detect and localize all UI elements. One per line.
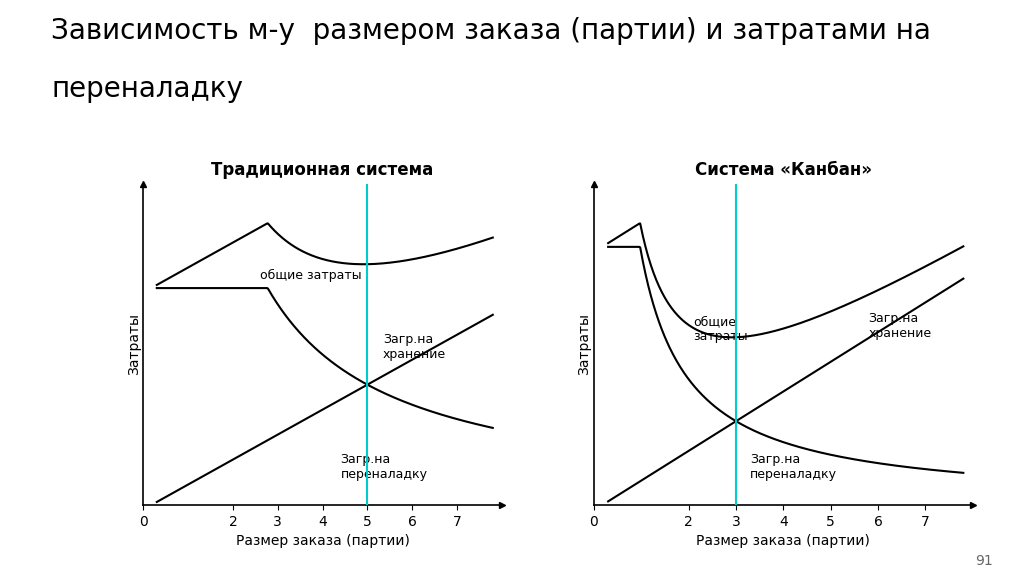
Text: Зависимость м-у  размером заказа (партии) и затратами на: Зависимость м-у размером заказа (партии)… [51,17,931,45]
Y-axis label: Затраты: Затраты [578,313,591,375]
X-axis label: Размер заказа (партии): Размер заказа (партии) [236,534,410,548]
Text: Загр.на
хранение: Загр.на хранение [383,333,446,361]
Text: Загр.на
хранение: Загр.на хранение [868,312,932,340]
Title: Система «Канбан»: Система «Канбан» [695,161,871,179]
Text: общие
затраты: общие затраты [693,315,748,343]
Text: Загр.на
переналадку: Загр.на переналадку [751,452,838,480]
Text: 91: 91 [976,554,993,568]
Y-axis label: Затраты: Затраты [127,313,140,375]
Text: Загр.на
переналадку: Загр.на переналадку [340,452,427,480]
Text: переналадку: переналадку [51,75,243,103]
Text: общие затраты: общие затраты [260,269,361,282]
Title: Традиционная система: Традиционная система [211,161,434,179]
X-axis label: Размер заказа (партии): Размер заказа (партии) [696,534,870,548]
